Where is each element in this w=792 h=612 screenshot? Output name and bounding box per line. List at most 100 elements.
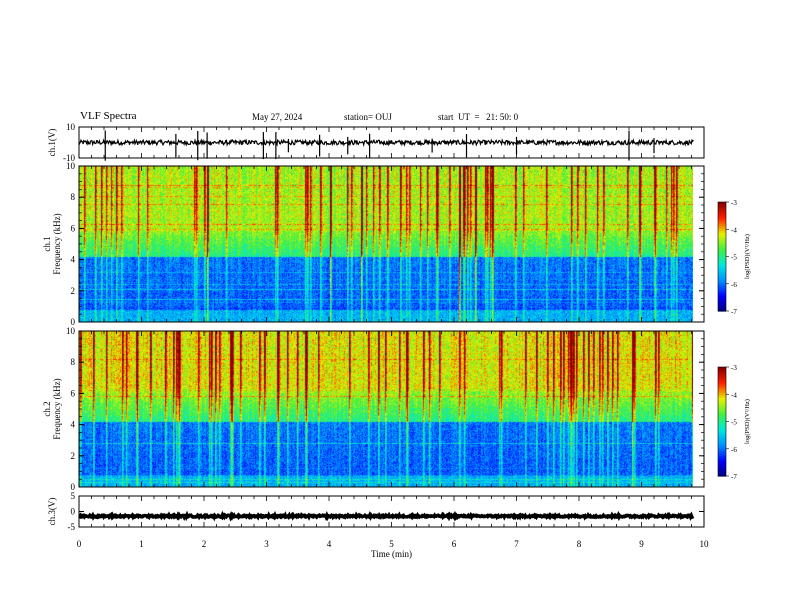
colorbar-1-segment [718, 249, 726, 252]
colorbar-2-segment [718, 428, 726, 432]
colorbar-2-segment [718, 446, 726, 450]
ch2-spectrogram-ytick-label: 8 [71, 357, 76, 367]
ch2-spectrogram-ytick-label: 10 [66, 326, 76, 336]
colorbar-2-segment [718, 468, 726, 472]
colorbar-2-segment [718, 386, 726, 390]
colorbar-2-segment [718, 370, 726, 374]
colorbar-1-segment [718, 298, 726, 301]
colorbar-1-segment [718, 296, 726, 299]
colorbar-1-segment [718, 212, 726, 216]
colorbar-1-segment [718, 243, 726, 247]
ch3-waveform-ytick-label: 0 [71, 507, 76, 517]
colorbar-2-segment [718, 401, 726, 404]
ch1-waveform-trace [78, 138, 694, 148]
colorbar-1-segment [718, 254, 726, 258]
colorbar-1-segment [718, 232, 726, 236]
colorbar-1-segment [718, 236, 726, 239]
x-axis-label: Time (min) [371, 549, 412, 559]
x-tick-label: 2 [202, 539, 207, 549]
colorbar-2-segment [718, 372, 726, 375]
colorbar-1-segment [718, 211, 726, 214]
colorbar-2-segment [718, 454, 726, 457]
station-label: station= OUJ [344, 112, 392, 122]
x-tick-label: 9 [639, 539, 644, 549]
colorbar-1-segment [718, 272, 726, 276]
ch3-waveform-ylabel: ch.3(V) [47, 498, 57, 526]
colorbar-2-segment [718, 408, 726, 412]
colorbar-2-tick-label: -6 [731, 446, 737, 454]
colorbar-1-segment [718, 247, 726, 250]
colorbar-2-segment [718, 456, 726, 459]
colorbar-1-segment [718, 269, 726, 272]
colorbar-1-segment [718, 216, 726, 219]
colorbar-2-segment [718, 452, 726, 455]
colorbar-2-tick-label: -4 [731, 391, 737, 399]
colorbar-2-segment [718, 421, 726, 424]
colorbar-1-segment [718, 280, 726, 283]
ch1-spectrogram-ytick-label: 0 [71, 317, 76, 327]
colorbar-1-tick-label: -5 [731, 254, 737, 262]
ch1-spectrogram-ytick-label: 4 [71, 255, 76, 265]
ch2-spectrogram-ylabel: Frequency (kHz) [52, 378, 62, 439]
ch1-spectrogram-ylabel: ch.1 [42, 236, 52, 251]
colorbar-2-segment [718, 368, 726, 372]
colorbar-2-segment [718, 374, 726, 377]
ch2-spectrogram-ytick-label: 4 [71, 420, 76, 430]
colorbar-1-segment [718, 287, 726, 290]
colorbar-2-segment [718, 474, 726, 477]
colorbar-2-segment [718, 403, 726, 406]
colorbar-1-segment [718, 303, 726, 307]
colorbar-2-segment [718, 379, 726, 383]
colorbar-1-segment [718, 292, 726, 296]
x-tick-label: 5 [389, 539, 394, 549]
colorbar-1-tick-label: -4 [731, 226, 737, 234]
x-tick-label: 7 [514, 539, 519, 549]
colorbar-1-segment [718, 285, 726, 288]
colorbar-1-segment [718, 281, 726, 285]
colorbar-2-segment [718, 466, 726, 470]
colorbar-1-segment [718, 227, 726, 230]
colorbar-2-segment [718, 396, 726, 399]
ch1-spectrogram-ytick-label: 6 [71, 223, 76, 233]
ch1-waveform-ytick-label: -10 [63, 153, 75, 163]
colorbar-2-segment [718, 430, 726, 433]
ch3-waveform-ytick-label: 5 [71, 491, 76, 501]
ch3-waveform-ytick-label: -5 [68, 522, 76, 532]
colorbar-1-segment [718, 300, 726, 303]
colorbar-2-segment [718, 377, 726, 381]
colorbar-1-segment [718, 305, 726, 308]
colorbar-2-tick-label: -5 [731, 419, 737, 427]
colorbar-2-segment [718, 445, 726, 448]
colorbar-1-segment [718, 307, 726, 310]
ch3-waveform-trace [78, 510, 695, 522]
colorbar-2-segment [718, 426, 726, 430]
x-tick-label: 1 [139, 539, 144, 549]
colorbar-2-segment [718, 399, 726, 403]
colorbar-2-segment [718, 459, 726, 463]
colorbar-1-segment [718, 223, 726, 227]
colorbar-2-segment [718, 434, 726, 437]
colorbar-2-segment [718, 397, 726, 401]
ch2-spectrogram-ytick-label: 6 [71, 388, 76, 398]
ch2-spectrogram-ytick-label: 2 [71, 451, 76, 461]
figure-title: VLF Spectra [80, 110, 137, 122]
colorbar-1-segment [718, 209, 726, 212]
colorbar-2-segment [718, 416, 726, 419]
colorbar-1-segment [718, 291, 726, 294]
colorbar-2-segment [718, 443, 726, 446]
colorbar-1-segment [718, 276, 726, 279]
colorbar-1-segment [718, 267, 726, 270]
colorbar-1-segment [718, 261, 726, 265]
ch1-spectrogram-ytick-label: 10 [66, 161, 76, 171]
colorbar-1-tick-label: -6 [731, 281, 737, 289]
colorbar-2-segment [718, 390, 726, 394]
colorbar-2-segment [718, 472, 726, 475]
colorbar-2-segment [718, 448, 726, 452]
colorbar-2-segment [718, 457, 726, 461]
ch1-waveform-ylabel: ch.1(V) [47, 129, 57, 157]
colorbar-2-segment [718, 465, 726, 468]
colorbar-1-segment [718, 229, 726, 232]
colorbar-2-tick-label: -7 [731, 473, 737, 481]
colorbar-2-segment [718, 441, 726, 444]
x-tick-label: 6 [452, 539, 457, 549]
